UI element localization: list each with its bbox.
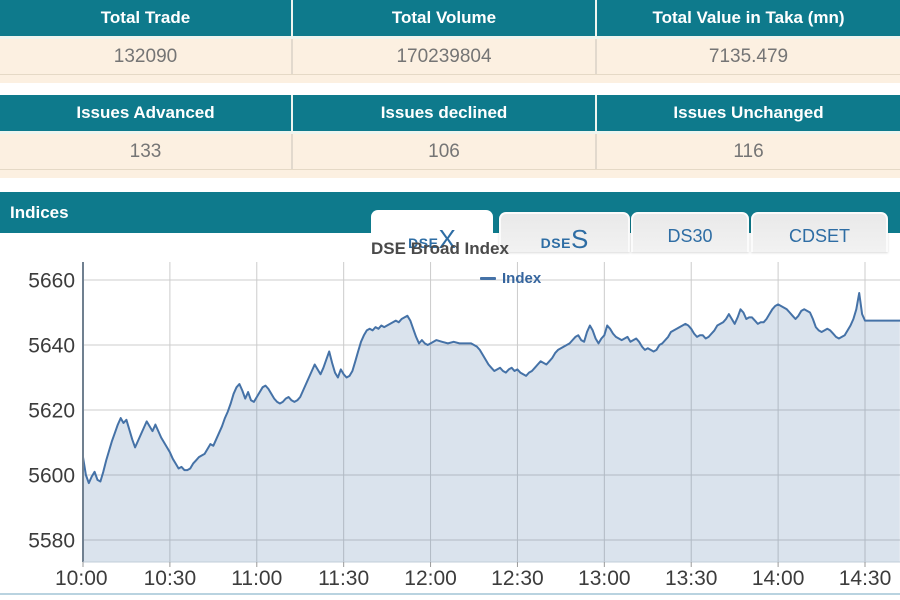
issues-unchanged-value: 116 — [733, 140, 764, 162]
total-value-header: Total Value in Taka (mn) — [652, 8, 845, 27]
tab-cdset[interactable]: CDSET — [751, 212, 888, 252]
y-axis-tick-label: 5620 — [28, 400, 75, 423]
legend-series-label: Index — [502, 270, 542, 287]
index-area-chart: 5580 5600 5620 5640 5660 10:00 10:30 11:00 11:3… — [28, 262, 900, 590]
issues-value-row: 133 106 116 — [0, 134, 900, 169]
x-axis-tick-labels: 10:00 10:30 11:00 11:30 12:00 12:30 13:00 13:30… — [55, 567, 891, 590]
x-axis-tick-label: 13:00 — [578, 567, 631, 590]
total-volume-value: 170239804 — [293, 39, 597, 74]
x-axis-tick-label: 13:30 — [665, 567, 718, 590]
indices-title: Indices — [10, 203, 69, 222]
tab-ds30[interactable]: DS30 — [631, 212, 749, 252]
total-volume-header: Total Volume — [293, 0, 597, 36]
legend-line-swatch — [480, 277, 496, 280]
horizontal-gridlines — [83, 279, 900, 541]
x-axis-tick-label: 10:00 — [55, 567, 108, 590]
trade-summary-header-row: Total Trade Total Volume Total Value in … — [0, 0, 900, 36]
tab-dses[interactable]: DSE S — [499, 212, 630, 252]
trade-summary-table: Total Trade Total Volume Total Value in … — [0, 0, 900, 83]
x-axis-tick-label: 12:00 — [404, 567, 457, 590]
index-series-line — [82, 292, 900, 485]
y-axis-tick-label: 5600 — [28, 465, 75, 488]
index-series-area-fill — [83, 293, 900, 562]
x-axis-tick-label: 10:30 — [144, 567, 197, 590]
tab-cdset-label: CDSET — [788, 226, 850, 246]
chart-title: DSE Broad Index — [371, 239, 509, 258]
tab-ds30-label: DS30 — [667, 226, 713, 246]
table-bottom-strip — [0, 74, 900, 83]
total-trade-value: 132090 — [0, 39, 293, 74]
tab-dses-prefix: DSE — [540, 235, 571, 251]
issues-declined-header: Issues declined — [293, 95, 597, 131]
table-divider — [0, 131, 900, 134]
trade-summary-value-row: 132090 170239804 7135.479 — [0, 39, 900, 74]
issues-advanced-value: 133 — [0, 134, 293, 169]
y-axis-tick-labels: 5580 5600 5620 5640 5660 — [28, 270, 75, 553]
y-axis-tick-label: 5640 — [28, 335, 75, 358]
tab-dsex[interactable]: DSE X — [371, 210, 493, 256]
bottom-divider-line — [0, 593, 900, 595]
x-axis-tick-label: 14:00 — [752, 567, 805, 590]
tab-dsex-prefix: DSE — [408, 235, 439, 251]
x-axis-tick-label: 14:30 — [839, 567, 892, 590]
issues-header-row: Issues Advanced Issues declined Issues U… — [0, 95, 900, 131]
y-axis-tick-label: 5660 — [28, 270, 75, 293]
x-axis-tick-label: 12:30 — [491, 567, 544, 590]
chart-legend[interactable]: Index — [480, 270, 541, 287]
x-axis-tick-marks — [82, 562, 866, 567]
issues-advanced-header: Issues Advanced — [0, 95, 293, 131]
y-axis-tick-label: 5580 — [28, 530, 75, 553]
table-bottom-strip — [0, 169, 900, 178]
issues-unchanged-header: Issues Unchanged — [673, 103, 824, 122]
x-axis-tick-label: 11:30 — [318, 567, 369, 590]
table-divider — [0, 36, 900, 39]
x-axis-tick-label: 11:00 — [231, 567, 282, 590]
total-value-value: 7135.479 — [708, 45, 789, 67]
tab-dsex-suffix: X — [438, 224, 456, 254]
issues-declined-value: 106 — [293, 134, 597, 169]
issues-summary-table: Issues Advanced Issues declined Issues U… — [0, 95, 900, 178]
total-trade-header: Total Trade — [0, 0, 293, 36]
tab-dses-suffix: S — [570, 224, 589, 254]
